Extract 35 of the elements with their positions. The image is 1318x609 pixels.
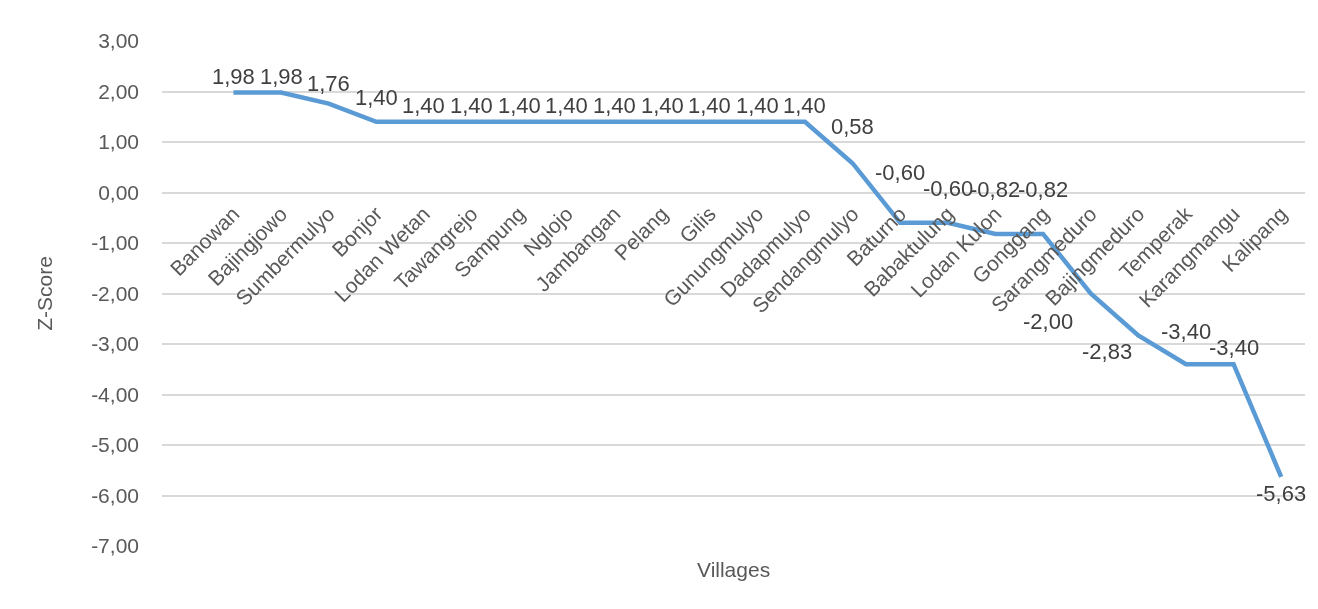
data-label: -3,40 (1209, 335, 1260, 360)
data-label: -5,63 (1256, 481, 1307, 506)
data-label: 1,98 (260, 64, 303, 89)
y-tick-label: -6,00 (91, 483, 139, 507)
y-tick-label: -2,00 (91, 281, 139, 305)
data-label: -3,40 (1161, 319, 1212, 344)
x-axis-title: Villages (697, 558, 771, 581)
data-label: -0,60 (875, 160, 926, 185)
data-label: 1,40 (402, 93, 445, 118)
y-tick-label: -4,00 (91, 382, 139, 406)
y-tick-label: 3,00 (98, 29, 139, 53)
data-label: 1,40 (593, 93, 636, 118)
data-label: -2,83 (1082, 339, 1133, 364)
y-tick-label: -5,00 (91, 433, 139, 457)
y-tick-label: -7,00 (91, 534, 139, 558)
data-label: 1,40 (736, 93, 779, 118)
data-label: -0,60 (923, 176, 974, 201)
data-label: 1,40 (498, 93, 541, 118)
y-axis-title: Z-Score (33, 256, 57, 331)
y-tick-label: 0,00 (98, 180, 139, 204)
data-label: 1,98 (212, 64, 255, 89)
y-tick-label: -3,00 (91, 332, 139, 356)
data-label: 1,40 (688, 93, 731, 118)
data-label: 0,58 (831, 114, 874, 139)
y-tick-label: 1,00 (98, 130, 139, 154)
y-tick-label: -1,00 (91, 231, 139, 255)
data-label: 1,40 (783, 93, 826, 118)
data-label: 1,40 (641, 93, 684, 118)
data-label: 1,40 (355, 85, 398, 110)
data-label: -2,00 (1023, 309, 1074, 334)
data-label: 1,76 (307, 71, 350, 96)
data-label: 1,40 (450, 93, 493, 118)
data-label: -0,82 (1018, 177, 1069, 202)
y-tick-label: 2,00 (98, 79, 139, 103)
data-label: 1,40 (545, 93, 588, 118)
